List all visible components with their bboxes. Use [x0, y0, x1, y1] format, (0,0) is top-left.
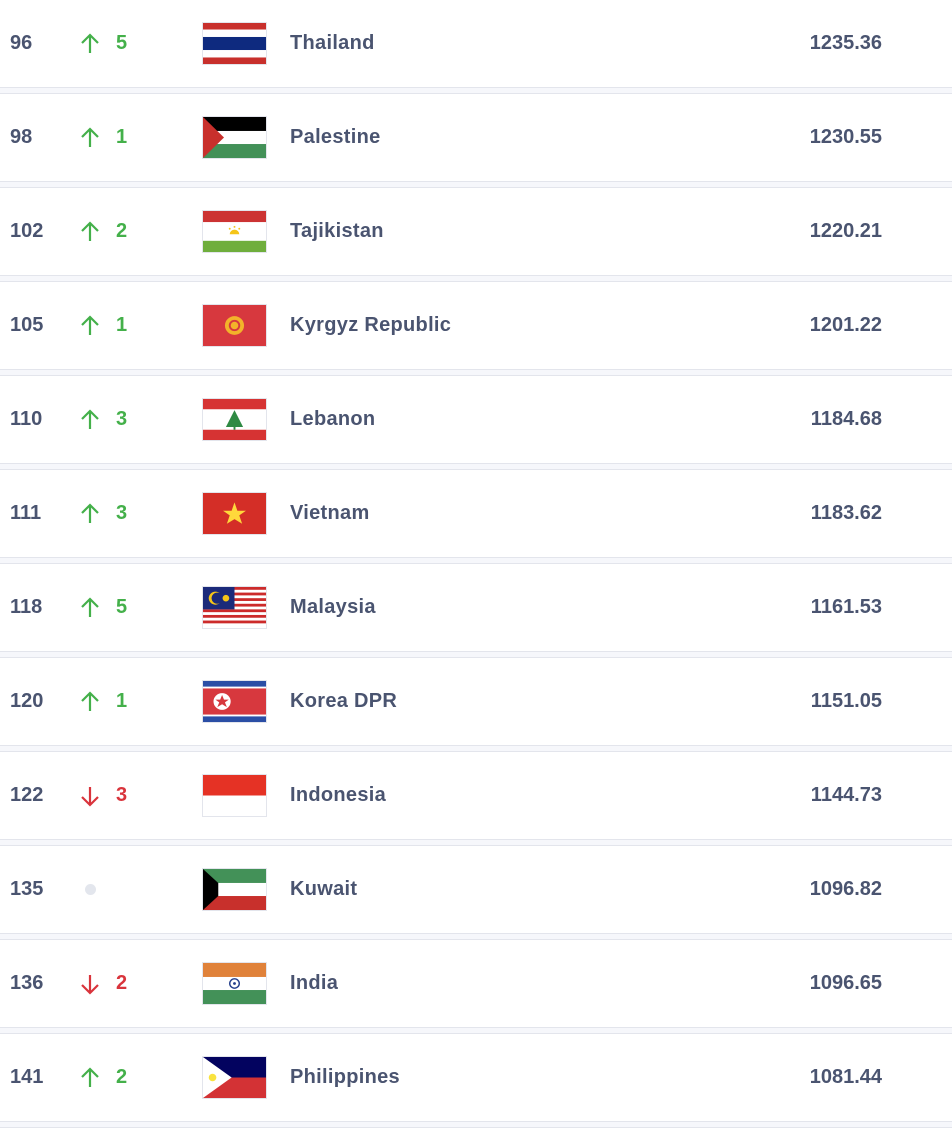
- palestine-flag: [202, 116, 267, 159]
- arrow-down-icon: [79, 973, 101, 995]
- rank-change: 1: [116, 314, 128, 336]
- table-row[interactable]: 110 3 Lebanon 1184.68: [0, 376, 952, 463]
- team-name[interactable]: India: [290, 972, 339, 994]
- table-row[interactable]: 136 2 India 1096.65: [0, 940, 952, 1027]
- points: 1096.82: [809, 878, 882, 900]
- rank: 98: [10, 126, 33, 148]
- arrow-up-icon: [79, 32, 101, 55]
- rank: 118: [10, 596, 43, 618]
- team-name[interactable]: Thailand: [290, 32, 375, 54]
- rank: 110: [10, 408, 43, 430]
- arrow-up-icon: [79, 220, 101, 243]
- tajikistan-flag: [202, 210, 267, 253]
- points: 1161.53: [810, 596, 882, 618]
- rank: 141: [10, 1066, 44, 1088]
- points: 1230.55: [809, 126, 882, 148]
- row-divider: [0, 87, 952, 94]
- rank-change: 5: [116, 32, 128, 54]
- arrow-up-icon: [79, 314, 101, 337]
- points: 1201.22: [809, 314, 882, 336]
- rank-change: 5: [116, 596, 128, 618]
- row-divider: [0, 839, 952, 846]
- row-divider: [0, 275, 952, 282]
- row-divider: [0, 463, 952, 470]
- arrow-up-icon: [79, 690, 101, 713]
- table-row[interactable]: 96 5 Thailand 1235.36: [0, 0, 952, 87]
- team-name[interactable]: Philippines: [290, 1066, 400, 1088]
- table-row[interactable]: 141 2 Philippines 1081.44: [0, 1034, 952, 1121]
- rank-change: 2: [116, 220, 128, 242]
- team-name[interactable]: Malaysia: [290, 596, 376, 618]
- points: 1096.65: [809, 972, 882, 994]
- rank-change: 2: [116, 972, 128, 994]
- team-name[interactable]: Indonesia: [290, 784, 387, 806]
- table-row[interactable]: 111 3 Vietnam 1183.62: [0, 470, 952, 557]
- rank: 102: [10, 220, 44, 242]
- points: 1144.73: [810, 784, 882, 806]
- team-name[interactable]: Kyrgyz Republic: [290, 314, 452, 336]
- arrow-up-icon: [79, 502, 101, 525]
- row-divider: [0, 557, 952, 564]
- india-flag: [202, 962, 267, 1005]
- rank: 105: [10, 314, 44, 336]
- row-divider: [0, 369, 952, 376]
- rank: 111: [10, 502, 42, 524]
- philippines-flag: [202, 1056, 267, 1099]
- rank-change: 3: [116, 502, 128, 524]
- team-name[interactable]: Lebanon: [290, 408, 376, 430]
- rank: 120: [10, 690, 44, 712]
- team-name[interactable]: Kuwait: [290, 878, 358, 900]
- arrow-up-icon: [79, 126, 101, 149]
- thailand-flag: [202, 22, 267, 65]
- table-row[interactable]: 120 1 Korea DPR 1151.05: [0, 658, 952, 745]
- vietnam-flag: [202, 492, 267, 535]
- rank: 135: [10, 878, 44, 900]
- rank: 96: [10, 32, 33, 54]
- row-divider: [0, 933, 952, 940]
- rank-change: 2: [116, 1066, 128, 1088]
- table-row[interactable]: 118 5 Malaysia 1161.53: [0, 564, 952, 651]
- rank: 136: [10, 972, 44, 994]
- kyrgyz-republic-flag: [202, 304, 267, 347]
- points: 1151.05: [810, 690, 882, 712]
- points: 1235.36: [809, 32, 882, 54]
- arrow-up-icon: [79, 596, 101, 619]
- points: 1081.44: [809, 1066, 882, 1088]
- points: 1220.21: [809, 220, 882, 242]
- points: 1184.68: [810, 408, 882, 430]
- malaysia-flag: [202, 586, 267, 629]
- arrow-down-icon: [79, 785, 101, 807]
- rank-change: 1: [116, 126, 128, 148]
- rank-change: 3: [116, 784, 128, 806]
- row-divider: [0, 181, 952, 188]
- kuwait-flag: [202, 868, 267, 911]
- row-divider: [0, 651, 952, 658]
- rank-change: 1: [116, 690, 128, 712]
- rank-change: 3: [116, 408, 128, 430]
- arrow-up-icon: [79, 408, 101, 431]
- row-divider: [0, 745, 952, 752]
- team-name[interactable]: Palestine: [290, 126, 381, 148]
- points: 1183.62: [810, 502, 882, 524]
- table-row[interactable]: 122 3 Indonesia 1144.73: [0, 752, 952, 839]
- arrow-up-icon: [79, 1066, 101, 1089]
- korea-dpr-flag: [202, 680, 267, 723]
- rank: 122: [10, 784, 44, 806]
- team-name[interactable]: Tajikistan: [290, 220, 384, 242]
- team-name[interactable]: Korea DPR: [290, 690, 398, 712]
- row-divider: [0, 1121, 952, 1128]
- no-change-dot-icon: [85, 884, 96, 895]
- indonesia-flag: [202, 774, 267, 817]
- table-row[interactable]: 105 1 Kyrgyz Republic 1201.22: [0, 282, 952, 369]
- table-row[interactable]: 102 2 Tajikistan 1220.21: [0, 188, 952, 275]
- row-divider: [0, 1027, 952, 1034]
- table-row[interactable]: 135 Kuwait 1096.82: [0, 846, 952, 933]
- team-name[interactable]: Vietnam: [290, 502, 370, 524]
- table-row[interactable]: 98 1 Palestine 1230.55: [0, 94, 952, 181]
- lebanon-flag: [202, 398, 267, 441]
